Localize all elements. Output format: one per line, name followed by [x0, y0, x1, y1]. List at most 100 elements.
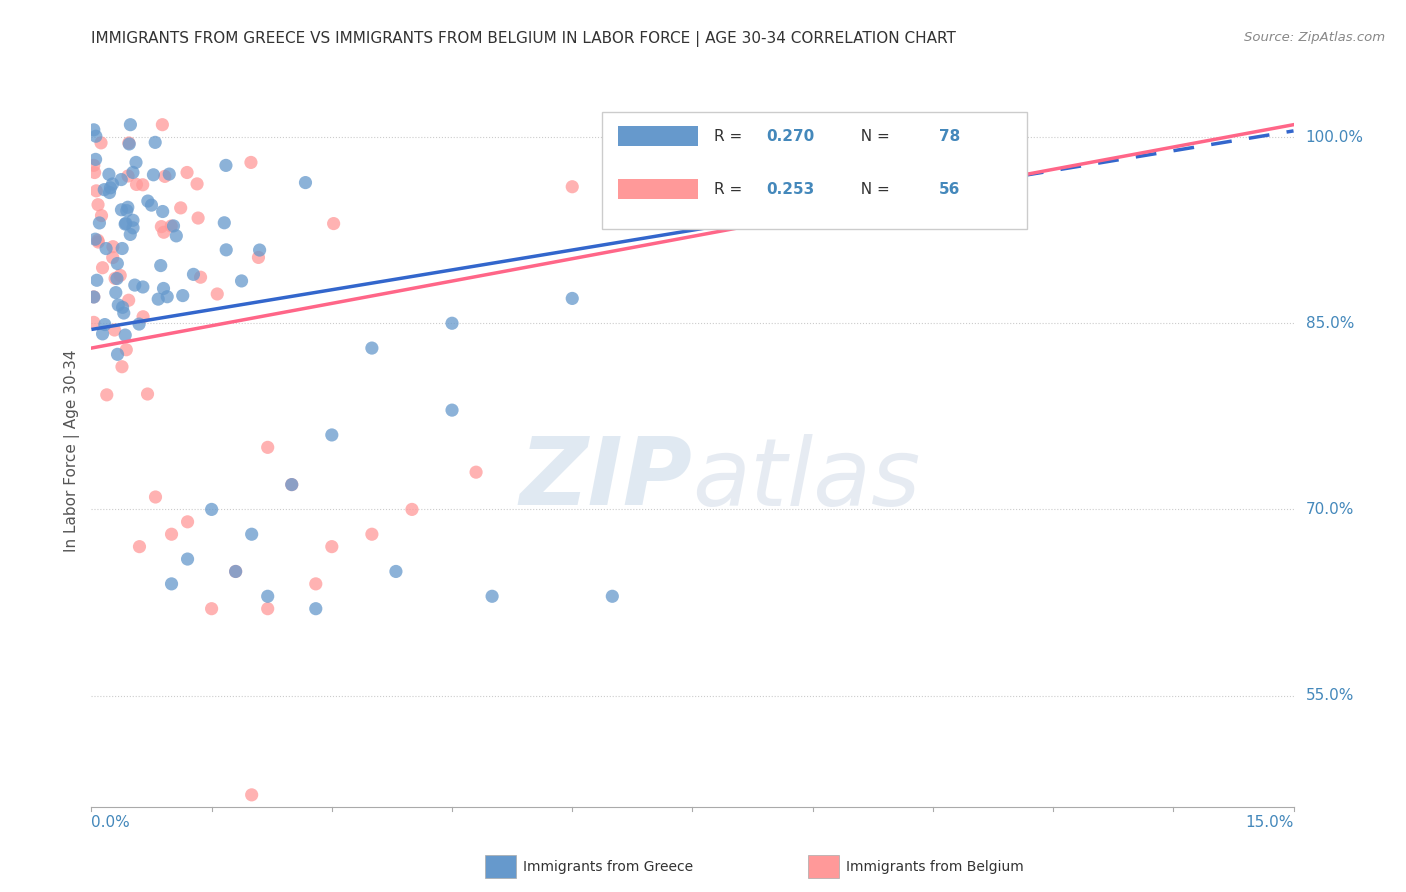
Point [247, 251, 270, 265]
Point [201, 601, 224, 615]
Point [83, 315, 105, 329]
Point [101, 240, 124, 254]
Point [239, 155, 262, 169]
Point [142, 168, 165, 182]
Point [281, 477, 304, 491]
Point [97, 167, 120, 181]
Text: 70.0%: 70.0% [1306, 502, 1354, 516]
Point [176, 552, 198, 566]
Point [118, 136, 141, 151]
Point [117, 200, 139, 214]
Point [111, 359, 134, 374]
Point [148, 292, 170, 306]
Text: R =: R = [714, 128, 748, 144]
Point [122, 213, 145, 227]
Point [107, 298, 129, 312]
Point [152, 204, 174, 219]
Point [305, 601, 328, 615]
Point [153, 169, 176, 184]
Point [83, 158, 105, 172]
Point [165, 228, 187, 243]
Point [256, 441, 278, 455]
Text: 15.0%: 15.0% [1246, 815, 1294, 830]
Point [115, 203, 138, 218]
Point [150, 219, 173, 234]
Point [157, 167, 180, 181]
Point [170, 201, 193, 215]
Point [136, 387, 159, 401]
Point [156, 290, 179, 304]
Point [561, 292, 583, 306]
Point [152, 281, 174, 295]
Point [162, 219, 184, 233]
Point [128, 317, 150, 331]
Point [83, 165, 105, 179]
Point [249, 243, 271, 257]
Point [87, 235, 110, 249]
Point [94, 318, 117, 332]
Point [160, 577, 183, 591]
Text: R =: R = [714, 182, 748, 197]
Point [153, 225, 176, 239]
Text: ZIP: ZIP [520, 433, 692, 525]
Point [84, 232, 107, 246]
Point [110, 172, 132, 186]
Point [305, 577, 328, 591]
Point [91, 326, 114, 341]
Point [108, 268, 131, 283]
Point [440, 316, 463, 330]
Text: N =: N = [851, 128, 894, 144]
Point [440, 403, 463, 417]
Point [101, 177, 124, 191]
Point [100, 181, 122, 195]
Point [125, 178, 148, 192]
Point [98, 186, 121, 200]
Point [104, 271, 127, 285]
Text: IMMIGRANTS FROM GREECE VS IMMIGRANTS FROM BELGIUM IN LABOR FORCE | AGE 30-34 COR: IMMIGRANTS FROM GREECE VS IMMIGRANTS FRO… [91, 31, 956, 47]
Point [136, 194, 159, 208]
Point [111, 301, 134, 315]
Point [561, 179, 583, 194]
Point [115, 343, 138, 357]
Point [186, 177, 208, 191]
Point [89, 216, 111, 230]
Point [101, 251, 124, 265]
Point [86, 273, 108, 287]
Point [87, 233, 110, 247]
Point [401, 502, 423, 516]
Point [721, 143, 744, 157]
Point [132, 280, 155, 294]
Point [93, 183, 115, 197]
Point [128, 540, 150, 554]
Point [465, 465, 488, 479]
Point [256, 601, 278, 615]
Point [90, 136, 112, 150]
Point [256, 589, 278, 603]
Point [83, 290, 105, 304]
Point [360, 341, 382, 355]
Point [385, 565, 408, 579]
Point [240, 527, 263, 541]
Point [143, 136, 166, 150]
Bar [619, 179, 699, 199]
Point [118, 136, 141, 150]
Text: 85.0%: 85.0% [1306, 316, 1354, 331]
Point [360, 527, 382, 541]
Point [190, 270, 212, 285]
Bar [619, 127, 699, 146]
Text: 0.0%: 0.0% [91, 815, 131, 830]
Text: 56: 56 [939, 182, 960, 197]
Text: Immigrants from Belgium: Immigrants from Belgium [846, 860, 1024, 874]
Point [84, 153, 107, 167]
Point [124, 278, 146, 293]
Point [322, 217, 344, 231]
Point [281, 477, 304, 491]
Point [84, 184, 107, 198]
Point [183, 268, 205, 282]
Point [207, 287, 229, 301]
Point [112, 306, 135, 320]
Point [118, 293, 141, 308]
Point [481, 589, 503, 603]
Point [96, 388, 118, 402]
Point [145, 490, 167, 504]
